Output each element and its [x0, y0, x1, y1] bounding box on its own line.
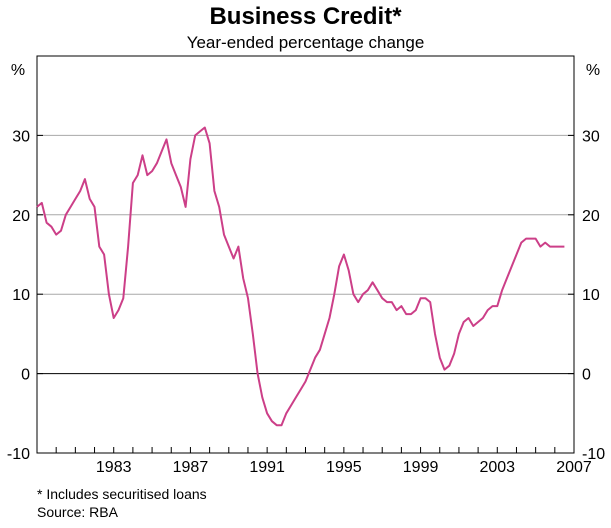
y-tick-label-left: -10 [7, 446, 30, 463]
y-tick-label-left: 0 [21, 367, 30, 384]
y-tick-label-right: 30 [582, 128, 600, 145]
x-tick-label: 2003 [479, 459, 515, 476]
plot-frame [36, 55, 575, 454]
y-tick-label-right: 0 [582, 367, 591, 384]
axis-tick-labels: -10 -10 0 0 10 10 20 20 30 30 1983 1987 1991 1995 1999… [7, 128, 605, 476]
series-line-business-credit [36, 126, 565, 427]
y-tick-label-right: 10 [582, 287, 600, 304]
x-tick-label: 1991 [249, 459, 285, 476]
source-note: Source: RBA [37, 504, 119, 520]
y-tick-label-right: -10 [582, 446, 605, 463]
chart-title: Business Credit* [209, 3, 402, 30]
axis-ticks [36, 134, 575, 454]
x-tick-label: 2007 [556, 459, 592, 476]
y-tick-label-right: 20 [582, 208, 600, 225]
y-tick-label-left: 20 [12, 208, 30, 225]
footnote: * Includes securitised loans [37, 486, 207, 502]
x-tick-label: 1983 [96, 459, 132, 476]
y-tick-label-left: 10 [12, 287, 30, 304]
x-tick-label: 1995 [326, 459, 362, 476]
y-tick-label-left: 30 [12, 128, 30, 145]
y-unit-right: % [586, 62, 600, 79]
chart-subtitle: Year-ended percentage change [187, 33, 425, 52]
y-unit-left: % [11, 62, 25, 79]
gridlines [37, 134, 574, 375]
x-tick-label: 1999 [403, 459, 439, 476]
x-tick-label: 1987 [173, 459, 209, 476]
